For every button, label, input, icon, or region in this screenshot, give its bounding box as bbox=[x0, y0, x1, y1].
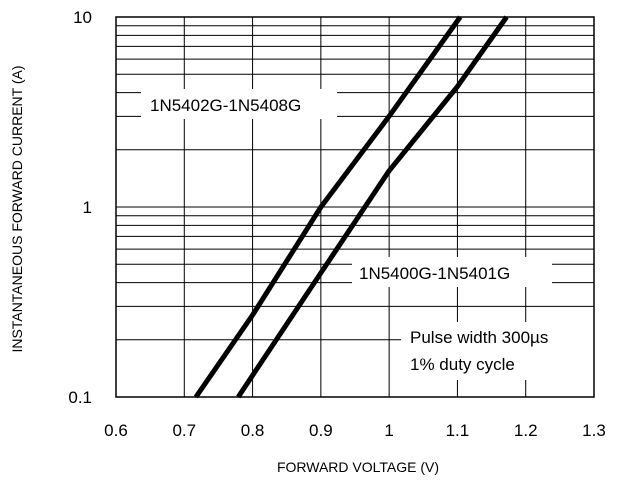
plot-border bbox=[115, 16, 595, 398]
duty-cycle-note: 1% duty cycle bbox=[410, 355, 515, 374]
x-tick-label: 1.2 bbox=[514, 421, 538, 440]
series-label-lower: 1N5400G-1N5401G bbox=[359, 264, 510, 283]
series-label-upper: 1N5402G-1N5408G bbox=[150, 96, 301, 115]
tick-labels: 0.6 0.7 0.8 0.9 1 1.1 1.2 1.3 0.1 1 10 bbox=[68, 8, 605, 440]
y-axis-title: INSTANTANEOUS FORWARD CURRENT (A) bbox=[9, 65, 25, 352]
series-curve bbox=[193, 15, 463, 399]
y-tick-label: 10 bbox=[73, 8, 92, 27]
plot-frame bbox=[115, 16, 595, 398]
x-axis-title: FORWARD VOLTAGE (V) bbox=[277, 459, 439, 475]
x-tick-label: 1.1 bbox=[446, 421, 470, 440]
pulse-width-note: Pulse width 300µs bbox=[410, 328, 548, 347]
series-label-upper-background bbox=[141, 89, 337, 119]
series-label-lower-background bbox=[352, 257, 552, 287]
x-tick-label: 0.7 bbox=[172, 421, 196, 440]
curves bbox=[193, 15, 509, 399]
x-tick-label: 0.6 bbox=[104, 421, 128, 440]
x-tick-label: 0.9 bbox=[309, 421, 333, 440]
series-labels: 1N5402G-1N5408G 1N5400G-1N5401G Pulse wi… bbox=[141, 89, 601, 380]
x-tick-label: 1.3 bbox=[582, 421, 606, 440]
series-curve bbox=[236, 15, 509, 399]
note-background bbox=[401, 322, 601, 380]
x-tick-label: 0.8 bbox=[241, 421, 265, 440]
y-tick-label: 0.1 bbox=[68, 388, 92, 407]
x-tick-label: 1 bbox=[384, 421, 393, 440]
y-tick-label: 1 bbox=[83, 198, 92, 217]
